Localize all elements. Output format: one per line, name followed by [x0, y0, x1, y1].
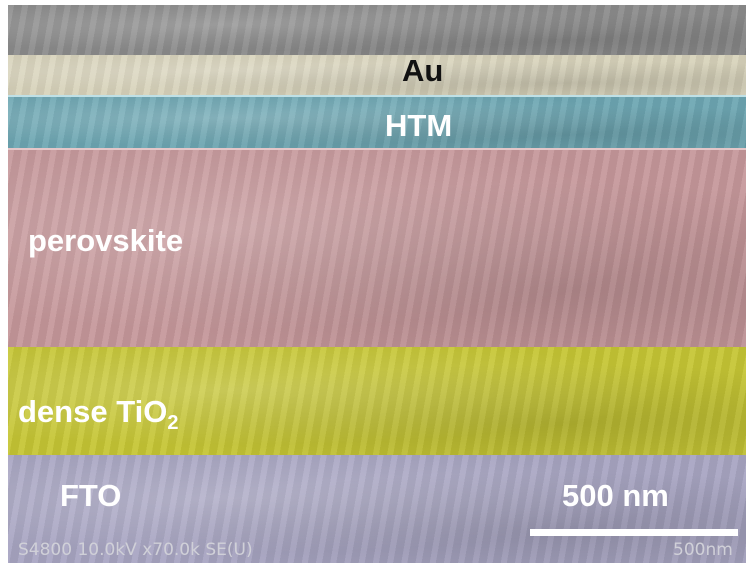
scale-bar: [530, 529, 738, 536]
au-layer: [8, 55, 746, 95]
layer-label: Au: [402, 53, 444, 88]
perovskite-layer: [8, 148, 746, 349]
layer-label-text: dense TiO: [18, 394, 168, 429]
layer-label: FTO: [60, 478, 122, 513]
layer-label-subscript: 2: [167, 412, 179, 435]
top-region: [8, 5, 746, 55]
layer-label: dense TiO2: [18, 394, 178, 435]
fto-layer: [8, 455, 746, 563]
instrument-info: S4800 10.0kV x70.0k SE(U): [18, 540, 253, 560]
footer-scale: 500nm: [673, 540, 733, 560]
htm-layer: [8, 95, 746, 150]
tio2-layer: [8, 347, 746, 455]
layer-label: perovskite: [28, 223, 184, 258]
scale-bar-label: 500 nm: [562, 478, 669, 513]
layer-label: HTM: [385, 108, 453, 143]
